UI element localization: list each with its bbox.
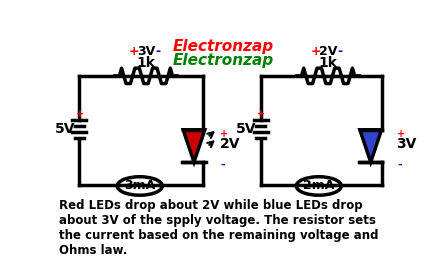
Text: +: + <box>76 109 84 119</box>
Text: Electronzap: Electronzap <box>173 53 274 68</box>
Text: +: + <box>397 129 405 139</box>
Text: 1k: 1k <box>319 56 337 70</box>
Text: 5V: 5V <box>236 122 257 136</box>
Text: 2V: 2V <box>220 137 240 151</box>
Polygon shape <box>183 130 205 162</box>
Text: -: - <box>220 159 225 170</box>
Text: 3V: 3V <box>396 137 417 151</box>
Text: +: + <box>257 109 266 119</box>
Text: +: + <box>128 46 139 58</box>
Text: 2V: 2V <box>319 46 337 58</box>
Text: Electronzap: Electronzap <box>173 39 274 54</box>
Text: -: - <box>155 46 160 58</box>
Text: +: + <box>220 129 228 139</box>
Text: +: + <box>310 46 321 58</box>
Text: -: - <box>337 46 342 58</box>
Polygon shape <box>360 130 382 162</box>
Text: 2mA: 2mA <box>303 179 334 192</box>
Ellipse shape <box>117 177 162 195</box>
Text: Red LEDs drop about 2V while blue LEDs drop
about 3V of the spply voltage. The r: Red LEDs drop about 2V while blue LEDs d… <box>59 199 378 257</box>
Text: -: - <box>397 159 402 170</box>
Text: 3V: 3V <box>137 46 155 58</box>
Text: 1k: 1k <box>136 56 155 70</box>
Text: 5V: 5V <box>55 122 75 136</box>
Text: 3mA: 3mA <box>124 179 155 192</box>
Ellipse shape <box>296 177 341 195</box>
